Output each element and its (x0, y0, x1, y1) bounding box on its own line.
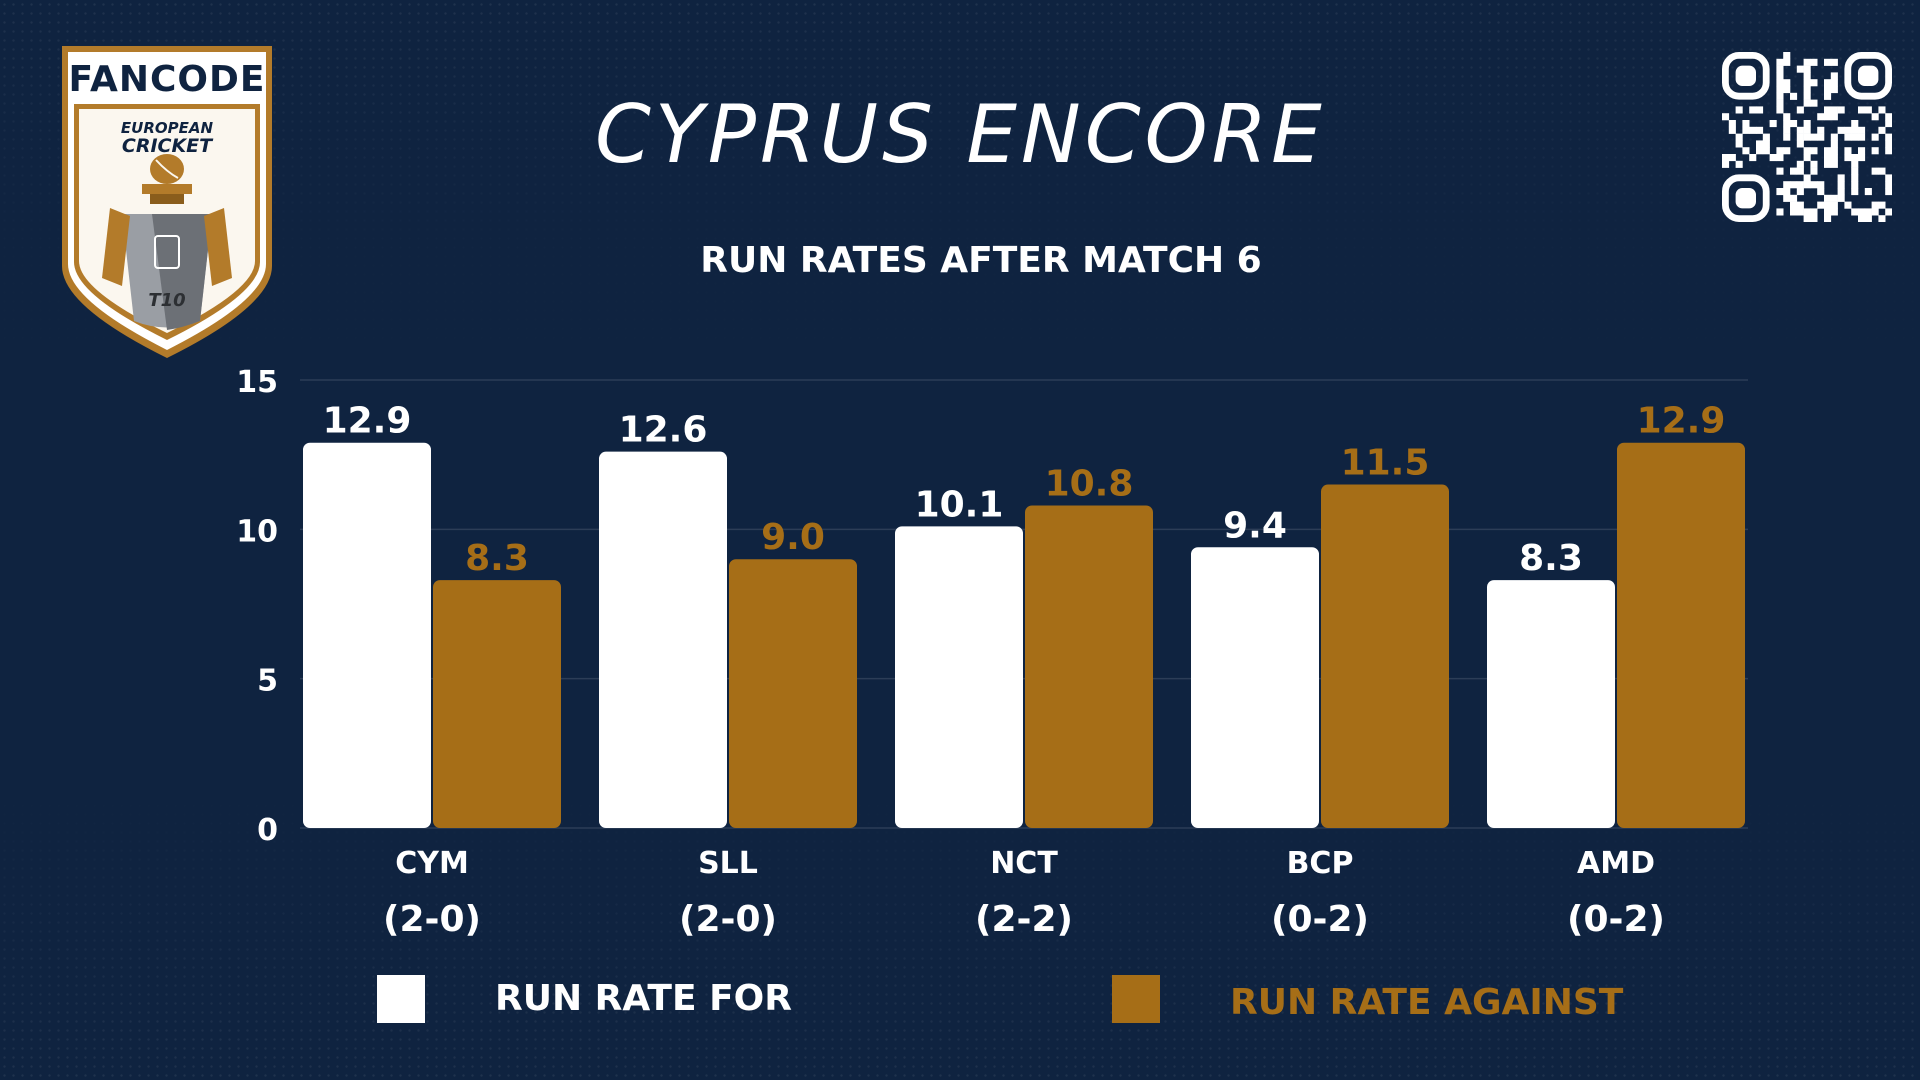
bar-sll-against (729, 559, 857, 828)
data-label: 8.3 (465, 538, 529, 579)
data-label: 12.9 (1637, 401, 1726, 442)
y-tick-label: 10 (236, 514, 278, 549)
data-label: 9.0 (761, 517, 825, 558)
bar-nct-against (1025, 505, 1153, 828)
bar-cym-for (303, 442, 431, 828)
page-title: CYPRUS ENCORE (595, 88, 1326, 181)
legend-label-run-rate-for: RUN RATE FOR (495, 978, 792, 1019)
x-category-label: BCP (1287, 846, 1354, 881)
data-label: 10.8 (1045, 463, 1134, 504)
data-label: 9.4 (1223, 505, 1287, 546)
x-category-label: CYM (395, 846, 469, 881)
x-category-label: AMD (1577, 846, 1655, 881)
bar-cym-against (433, 580, 561, 828)
legend-swatch-run-rate-against (1112, 975, 1160, 1023)
x-category-record: (2-2) (975, 899, 1073, 940)
legend-label-run-rate-against: RUN RATE AGAINST (1230, 982, 1624, 1023)
logo-line2-text: CRICKET (122, 135, 214, 157)
legend-swatch-run-rate-for (377, 975, 425, 1023)
bar-amd-against (1617, 442, 1745, 828)
bar-bcp-against (1321, 484, 1449, 828)
data-label: 8.3 (1519, 538, 1583, 579)
bar-amd-for (1487, 580, 1615, 828)
fancode-european-cricket-logo: FANCODE EUROPEAN CRICKET T10 (62, 46, 272, 358)
logo-brand-text: FANCODE (69, 59, 266, 100)
bar-bcp-for (1191, 547, 1319, 828)
logo-format-text: T10 (148, 290, 185, 311)
x-category-record: (2-0) (679, 899, 777, 940)
y-tick-label: 0 (257, 813, 278, 848)
qr-code-icon[interactable] (1722, 52, 1892, 222)
x-category-record: (2-0) (383, 899, 481, 940)
x-category-label: NCT (990, 846, 1058, 881)
x-category-label: SLL (698, 846, 758, 881)
bar-nct-for (895, 526, 1023, 828)
y-tick-label: 5 (257, 664, 278, 699)
data-label: 11.5 (1341, 443, 1430, 484)
y-tick-label: 15 (236, 365, 278, 400)
chart-subtitle: RUN RATES AFTER MATCH 6 (700, 240, 1262, 281)
bar-sll-for (599, 451, 727, 828)
x-category-record: (0-2) (1271, 899, 1369, 940)
logo-line1-text: EUROPEAN (121, 119, 214, 137)
data-label: 12.6 (619, 410, 708, 451)
data-label: 10.1 (915, 484, 1004, 525)
data-label: 12.9 (323, 401, 412, 442)
x-category-record: (0-2) (1567, 899, 1665, 940)
